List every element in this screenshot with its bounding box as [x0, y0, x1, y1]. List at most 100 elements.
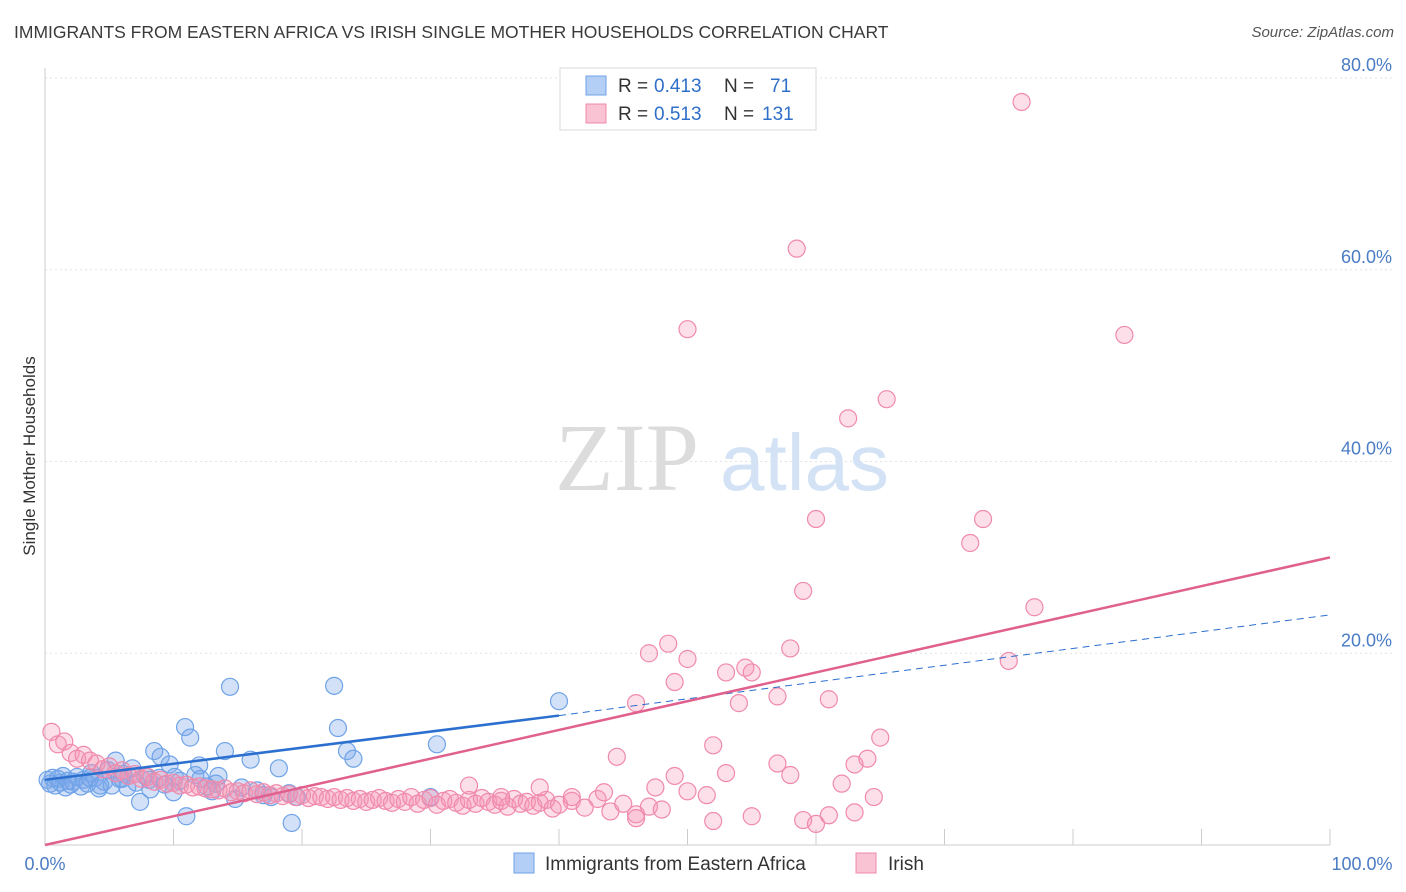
bottom-legend-swatch-blue [513, 852, 535, 874]
y-axis-tick-labels: 20.0% 40.0% 60.0% 80.0% [1341, 55, 1392, 650]
trend-lines [44, 556, 1331, 847]
point-eastern-africa-59 [325, 676, 344, 695]
point-irish-90 [530, 778, 549, 797]
point-irish-114 [665, 672, 684, 692]
point-irish-22 [183, 778, 202, 797]
point-irish-97 [678, 782, 697, 801]
point-irish-103 [781, 765, 800, 785]
legend-swatch-pink [585, 103, 607, 124]
point-irish-2 [55, 732, 74, 751]
point-irish-137 [1115, 325, 1134, 345]
point-irish-42 [312, 787, 331, 807]
point-irish-84 [614, 794, 633, 813]
point-irish-117 [716, 663, 736, 682]
point-irish-126 [839, 409, 858, 428]
legend: R = 0.413 N = 71 R = 0.513 N = 131 [559, 67, 817, 131]
y-tick-label-20: 20.0% [1341, 630, 1392, 650]
point-irish-116 [704, 736, 723, 755]
point-eastern-africa-67 [151, 747, 170, 766]
point-irish-111 [639, 644, 659, 663]
point-irish-120 [742, 663, 761, 682]
point-irish-135 [787, 239, 806, 258]
legend-r-label-2: R = [618, 104, 648, 125]
point-irish-45 [331, 790, 350, 810]
y-tick-label-80: 80.0% [1341, 55, 1392, 75]
point-irish-47 [344, 791, 363, 810]
point-irish-50 [363, 790, 382, 810]
legend-r-value-1: 0.413 [654, 76, 702, 97]
point-irish-125 [819, 690, 838, 709]
series-eastern-africa-points [38, 676, 569, 833]
point-irish-113 [659, 634, 678, 653]
point-irish-93 [607, 747, 626, 766]
point-irish-136 [1012, 92, 1031, 112]
point-eastern-africa-44 [220, 677, 240, 696]
point-irish-105 [806, 814, 826, 834]
y-axis-label: Single Mother Households [20, 356, 39, 555]
point-irish-102 [768, 754, 787, 773]
series-irish-points [42, 92, 1134, 834]
point-eastern-africa-27 [130, 792, 150, 811]
watermark-atlas: atlas [720, 418, 889, 507]
point-irish-92 [594, 783, 614, 802]
chart-title: IMMIGRANTS FROM EASTERN AFRICA VS IRISH … [14, 22, 889, 42]
legend-n-label-2: N = [724, 104, 754, 125]
legend-r-label-1: R = [618, 76, 648, 97]
source-label: Source: ZipAtlas.com [1251, 24, 1394, 41]
point-irish-98 [697, 786, 716, 805]
point-eastern-africa-60 [344, 749, 363, 768]
point-eastern-africa-63 [549, 692, 569, 711]
watermark: ZIP atlas [555, 404, 889, 511]
legend-r-value-2: 0.513 [654, 104, 702, 125]
point-irish-127 [845, 803, 864, 822]
point-irish-40 [299, 788, 318, 808]
point-eastern-africa-61 [427, 735, 447, 754]
point-irish-91 [562, 787, 581, 807]
watermark-zip: ZIP [555, 404, 699, 511]
point-eastern-africa-36 [175, 717, 195, 737]
point-eastern-africa-24 [118, 778, 137, 797]
point-irish-82 [588, 789, 607, 809]
point-irish-87 [652, 800, 671, 819]
bottom-legend-label-pink: Irish [888, 854, 924, 875]
point-irish-43 [318, 789, 337, 809]
point-irish-99 [704, 811, 723, 831]
x-tick-label-max: 100.0% [1331, 854, 1392, 874]
point-eastern-africa-43 [215, 741, 234, 761]
point-eastern-africa-57 [328, 718, 348, 738]
point-irish-118 [729, 694, 749, 713]
point-irish-133 [1025, 598, 1044, 617]
point-irish-88 [459, 776, 479, 795]
point-irish-101 [742, 807, 761, 826]
point-irish-109 [858, 749, 877, 768]
trend-line-eastern-africa [44, 714, 560, 782]
bottom-legend: Immigrants from Eastern Africa Irish [513, 852, 924, 875]
point-irish-25 [202, 780, 222, 799]
point-eastern-africa-53 [269, 759, 288, 778]
point-irish-94 [626, 809, 646, 828]
legend-swatch-blue [585, 75, 607, 96]
point-irish-96 [665, 766, 684, 786]
point-irish-123 [794, 581, 813, 601]
point-irish-106 [819, 806, 838, 825]
point-irish-107 [832, 774, 851, 793]
point-irish-129 [877, 390, 896, 409]
legend-n-label-1: N = [724, 76, 754, 97]
point-irish-112 [626, 694, 646, 713]
point-eastern-africa-37 [181, 728, 200, 747]
point-irish-28 [222, 783, 241, 802]
bottom-legend-label-blue: Immigrants from Eastern Africa [545, 854, 806, 875]
point-irish-130 [961, 533, 980, 553]
point-irish-115 [678, 649, 697, 669]
point-eastern-africa-56 [282, 813, 301, 833]
point-irish-95 [646, 778, 665, 797]
grid-lines [45, 77, 1392, 654]
trend-line-eastern-africa-extension [558, 614, 1331, 717]
point-irish-131 [973, 509, 993, 529]
point-eastern-africa-64 [177, 807, 196, 826]
x-tick-label-min: 0.0% [24, 854, 65, 874]
y-tick-label-60: 60.0% [1341, 247, 1392, 267]
y-tick-label-40: 40.0% [1341, 439, 1392, 459]
legend-n-value-1: 71 [770, 76, 791, 97]
